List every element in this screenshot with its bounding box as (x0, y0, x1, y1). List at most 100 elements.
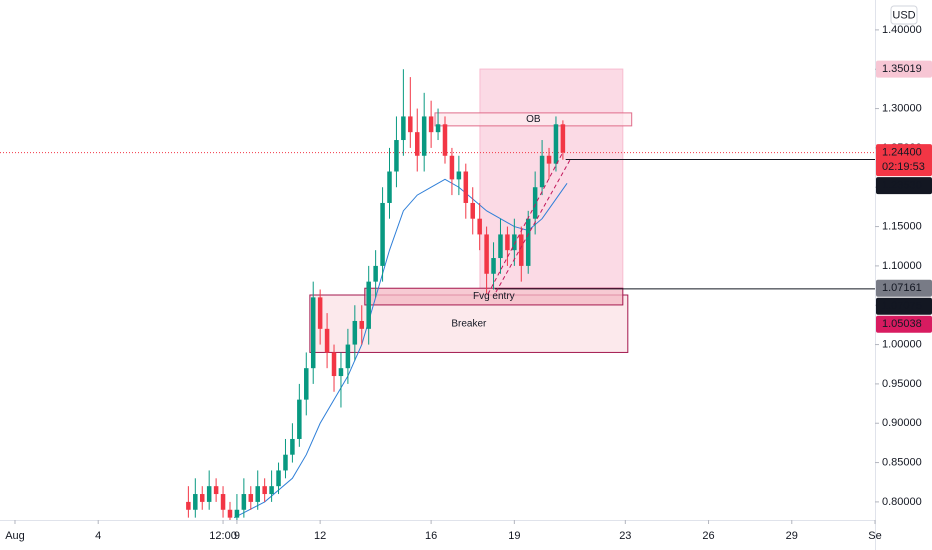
candle-body (525, 218, 531, 266)
candle-body (283, 454, 288, 471)
y-tick-label: 0.95000 (882, 378, 922, 390)
candle-body (421, 116, 427, 156)
price-tag (876, 177, 932, 195)
x-tick-label: 29 (786, 530, 798, 542)
candle-body (359, 320, 365, 329)
candle-body (345, 344, 351, 369)
candle-body (352, 320, 358, 345)
price-tag (876, 297, 932, 315)
x-tick-label: 12:00 (209, 530, 237, 542)
candle-body (193, 494, 198, 510)
y-tick-label: 1.00000 (882, 338, 922, 350)
candle-body (227, 509, 233, 518)
candle-body (491, 258, 496, 274)
candle-body (373, 265, 378, 282)
candle-body (498, 234, 503, 259)
candle-body (262, 486, 267, 495)
candle-body (304, 368, 309, 400)
candle-body (290, 438, 295, 455)
price-tag-label: 1.07075 (882, 300, 922, 312)
candle-body (401, 116, 406, 141)
y-tick-label: 0.90000 (882, 417, 922, 429)
candle-body (442, 124, 448, 156)
candle-body (456, 171, 462, 180)
candle-body (380, 202, 385, 266)
zone-label: Fvg entry (473, 291, 515, 302)
countdown: 02:19:53 (882, 161, 925, 173)
candle-body (338, 368, 344, 377)
x-tick-label: 19 (508, 530, 520, 542)
dashed-line (487, 151, 564, 295)
zone-label: Breaker (451, 318, 487, 329)
candle-body (269, 486, 274, 495)
y-tick-label: 1.10000 (882, 260, 922, 272)
candle-body (463, 171, 469, 203)
zone (434, 112, 633, 127)
price-tag (876, 279, 932, 297)
price-tag (876, 315, 932, 333)
currency: USD (892, 9, 915, 21)
dashed-line (495, 159, 571, 293)
candle-body (387, 171, 392, 203)
price-tag-label: 1.05038 (882, 318, 922, 330)
candle-body (220, 494, 226, 510)
zone-label: OB (526, 114, 541, 125)
trend-lines (487, 151, 571, 295)
x-tick-label: Se (868, 530, 881, 542)
candle-body (449, 155, 455, 180)
currency-box (890, 5, 918, 25)
candle-body (331, 352, 337, 377)
x-tick-label: 26 (702, 530, 714, 542)
candle-body (546, 155, 552, 164)
candle-body (477, 218, 482, 235)
y-tick-label: 0.80000 (882, 496, 922, 508)
price-tag-label: 1.23530 (882, 180, 922, 192)
candle-body (484, 234, 489, 274)
zone (479, 68, 624, 289)
x-tick-label: 4 (95, 530, 101, 542)
candle-body (310, 297, 316, 369)
candle-body (553, 124, 559, 164)
x-tick-label: 9 (234, 530, 240, 542)
candle-body (213, 486, 219, 495)
y-tick-label: 1.40000 (882, 24, 922, 36)
candle-body (414, 132, 420, 156)
price-tag (876, 60, 932, 78)
price-tag-label: 1.35019 (882, 63, 922, 75)
candle-body (532, 187, 538, 219)
candle-body (505, 234, 510, 251)
candle-body (248, 494, 254, 502)
candle-body (297, 399, 302, 439)
candle-body (435, 124, 441, 133)
candle-body (539, 155, 545, 188)
candle-body (324, 328, 330, 353)
candle-body (560, 124, 566, 153)
price-tag-label: 1.07161 (882, 282, 922, 294)
price-tag (876, 144, 932, 177)
candle-body (366, 281, 371, 329)
plot-area: Breaker Fvg entry OB (0, 68, 875, 520)
candle-body (186, 501, 191, 510)
candle-body (206, 486, 212, 502)
price-tag-label: 1.24400 (882, 147, 922, 159)
y-tick-label: 1.30000 (882, 102, 922, 114)
candle-body (408, 116, 413, 133)
candle-body (199, 494, 205, 502)
moving-average (233, 178, 568, 519)
x-tick-label: 23 (619, 530, 631, 542)
x-tick-label: 16 (425, 530, 437, 542)
candle-body (519, 234, 524, 266)
candle-body (276, 470, 281, 487)
candle-body (255, 486, 260, 502)
candle-body (512, 234, 517, 251)
candle-body (470, 202, 475, 219)
candle-body (394, 140, 399, 172)
x-tick-label: Aug (5, 530, 25, 542)
candle-body (428, 116, 434, 133)
y-tick-label: 0.85000 (882, 456, 922, 468)
x-tick-label: 12 (314, 530, 326, 542)
candle-body (241, 494, 247, 510)
candle-body (317, 297, 323, 329)
y-tick-label: 1.15000 (882, 220, 922, 232)
